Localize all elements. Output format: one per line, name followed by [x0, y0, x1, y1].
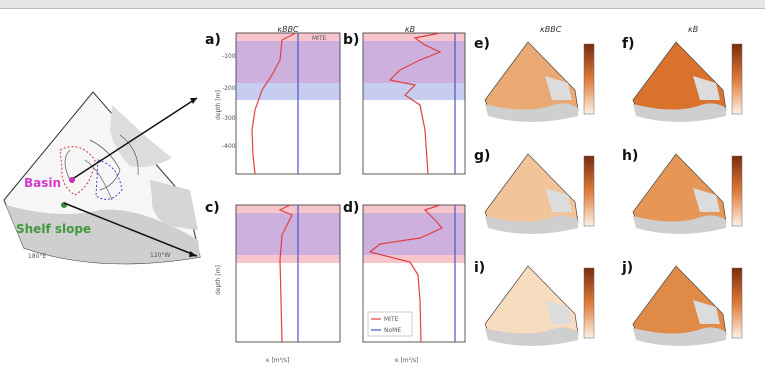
overview-basin-dot [69, 177, 75, 183]
map-label: h) [622, 148, 638, 164]
axis-depth-a: depth [m] [215, 90, 222, 120]
map-panel-h: h) [622, 148, 743, 234]
map-land [485, 103, 578, 122]
annot-a1: MITE [312, 35, 327, 42]
band-purple [236, 41, 340, 83]
panel-label-c: c) [205, 200, 220, 216]
map-land-east [693, 188, 720, 212]
map-label: g) [474, 148, 490, 164]
map-panel-j: j) [621, 260, 743, 346]
tick-a-1: -100 [222, 53, 236, 60]
col-title-bbc: κBBC [277, 25, 299, 34]
arrow-shelf-head [189, 251, 197, 257]
profile-legend: MITE NoME [367, 311, 413, 337]
map-land [485, 215, 578, 234]
map-label: j) [621, 260, 633, 276]
overview-red-region [59, 146, 96, 196]
overview-shelf-dot [61, 202, 67, 208]
map-land [633, 327, 726, 346]
tick-a-2: -200 [222, 85, 236, 92]
map-colorbar [731, 267, 743, 339]
map-label: f) [622, 36, 635, 52]
profile-panel-c: c) depth [m] κ [m²/s] [205, 200, 341, 364]
map-tick-left: 180°E [28, 253, 46, 260]
map-panel-i: i) [474, 260, 595, 346]
xaxis-d: κ [m²/s] [395, 357, 419, 364]
map-label: e) [474, 36, 490, 52]
map-land-east [693, 76, 720, 100]
map-land [485, 327, 578, 346]
map-label-basin: Basin [24, 176, 61, 190]
map-title: κB [688, 25, 698, 34]
col-title-b: κB [405, 25, 415, 34]
profile-panel-b: b) κB [343, 25, 466, 175]
overview-land-north [110, 105, 172, 167]
band-blue [236, 83, 340, 100]
axis-depth-c: depth [m] [215, 265, 222, 295]
overview-blue-region [95, 159, 123, 200]
panel-label-a: a) [205, 32, 221, 48]
tick-a-4: -400 [222, 143, 236, 150]
map-land [633, 103, 726, 122]
arrow-basin-head [190, 98, 197, 104]
map-colorbar [731, 43, 743, 115]
map-land-east [545, 76, 572, 100]
map-colorbar [583, 43, 595, 115]
map-tick-right: 120°W [150, 252, 170, 259]
overview-land-south [6, 205, 200, 264]
map-colorbar [731, 155, 743, 227]
window-top-strip [0, 0, 765, 9]
map-colorbar [583, 155, 595, 227]
arrow-basin [73, 97, 198, 179]
legend-entry-2: NoME [384, 327, 401, 334]
profile-panel-d: d) MITE NoME κ [m²/s] [343, 200, 466, 364]
legend-entry-1: MITE [384, 316, 399, 323]
map-land-east [693, 300, 720, 324]
map-panel-e: e) κBBC [474, 25, 595, 122]
xaxis-c: κ [m²/s] [266, 357, 290, 364]
panel-label-d: d) [343, 200, 359, 216]
overview-contours [64, 134, 139, 201]
map-label: i) [474, 260, 485, 276]
map-grid: e) κBBC f) κB g) h) i) j) [474, 25, 743, 346]
arrow-shelf [63, 202, 198, 257]
map-label-shelf: Shelf slope [16, 222, 91, 236]
map-panel-f: f) κB [622, 25, 743, 122]
map-land [633, 215, 726, 234]
red-profile-b [388, 32, 442, 175]
map-panel-g: g) [474, 148, 595, 234]
tick-a-3: -300 [222, 115, 236, 122]
map-land-east [545, 188, 572, 212]
red-profile [251, 32, 297, 175]
profile-panel-a: a) κBBC MITE depth [m] -100 -200 -300 -4… [205, 25, 341, 175]
map-colorbar [583, 267, 595, 339]
panel-label-b: b) [343, 32, 359, 48]
map-land-east [545, 300, 572, 324]
panel-frame [235, 32, 341, 175]
overview-land-right [150, 180, 198, 230]
map-title: κBBC [540, 25, 562, 34]
overview-map: Basin Shelf slope 180°E 120°W [3, 91, 201, 265]
